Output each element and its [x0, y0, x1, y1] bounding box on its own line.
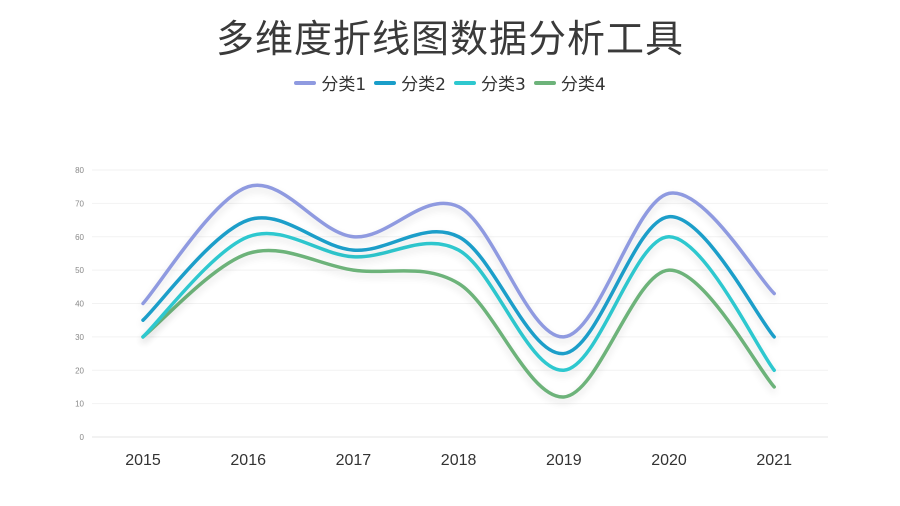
y-tick-label: 40 — [75, 300, 84, 309]
legend-label: 分类2 — [401, 75, 446, 95]
legend-label: 分类4 — [560, 75, 606, 95]
x-tick-label: 2020 — [651, 452, 687, 469]
y-tick-label: 10 — [75, 400, 84, 409]
legend-item-series2[interactable]: 分类2 — [374, 70, 446, 95]
y-tick-label: 20 — [75, 366, 84, 375]
series-line[interactable] — [141, 231, 776, 373]
legend: 分类1 分类2 分类3 分类4 — [0, 70, 900, 95]
x-tick-label: 2015 — [125, 452, 161, 469]
legend-label: 分类3 — [481, 75, 526, 95]
legend-item-series1[interactable]: 分类1 — [294, 70, 366, 95]
legend-swatch-icon — [533, 80, 556, 85]
x-axis: 2015 2016 2017 2018 2019 2020 2021 — [125, 452, 792, 469]
legend-item-series3[interactable]: 分类3 — [454, 70, 526, 95]
legend-swatch-icon — [374, 80, 397, 85]
y-tick-label: 60 — [75, 233, 84, 242]
legend-label: 分类1 — [321, 75, 367, 95]
y-tick-label: 70 — [75, 199, 84, 208]
y-tick-label: 50 — [75, 266, 84, 275]
x-tick-label: 2016 — [230, 452, 266, 469]
legend-item-series4[interactable]: 分类4 — [533, 70, 606, 95]
x-tick-label: 2019 — [546, 452, 582, 469]
y-tick-label: 0 — [80, 433, 85, 442]
series-line[interactable] — [141, 214, 776, 356]
x-tick-label: 2021 — [756, 452, 792, 469]
series-lines — [141, 183, 776, 399]
grid-lines — [92, 169, 828, 438]
y-tick-label: 30 — [75, 333, 84, 342]
legend-swatch-icon — [454, 80, 476, 85]
y-axis: 0 10 20 30 40 50 60 70 80 — [75, 166, 84, 442]
x-tick-label: 2017 — [336, 452, 372, 469]
legend-swatch-icon — [294, 80, 317, 85]
x-tick-label: 2018 — [441, 452, 477, 469]
series-line[interactable] — [141, 248, 776, 399]
y-tick-label: 80 — [75, 166, 84, 175]
series-line[interactable] — [141, 183, 776, 339]
chart-title: 多维度折线图数据分析工具 — [215, 17, 684, 61]
